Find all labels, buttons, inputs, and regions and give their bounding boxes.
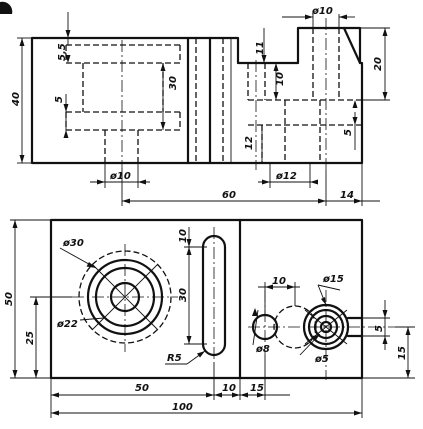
dim-d30: ø30 — [62, 238, 84, 249]
dim-5-left: 5 — [54, 96, 65, 103]
dim-12: 12 — [244, 136, 255, 150]
vertical-slot — [184, 227, 227, 362]
dim-v10-top: 10 — [178, 229, 189, 243]
top-view: 50 25 ø30 ø22 10 30 R5 — [4, 218, 415, 418]
dim-l50: 50 — [135, 383, 149, 394]
right-boss-hidden — [247, 18, 362, 170]
front-dimensions: ø10 40 20 5,5 5 — [11, 6, 390, 206]
dim-h25: 25 — [25, 331, 36, 345]
right-holes — [248, 290, 395, 380]
dim-l100: 100 — [172, 402, 193, 413]
dim-v30-front: 30 — [168, 76, 179, 90]
front-view: ø10 40 20 5,5 5 — [11, 6, 390, 206]
slot-hidden — [195, 38, 224, 163]
dim-11: 11 — [255, 41, 266, 55]
dim-d5: ø5 — [314, 354, 329, 365]
dim-d10-bottom: ø10 — [109, 171, 131, 182]
dim-l10-hole: 10 — [272, 276, 286, 287]
dim-d12: ø12 — [275, 171, 297, 182]
dim-5-right: 5 — [343, 129, 354, 136]
dim-l10: 10 — [222, 383, 236, 394]
dim-15-top-right: 15 — [397, 346, 408, 360]
dim-14: 14 — [340, 190, 354, 201]
dim-d15: ø15 — [322, 274, 344, 285]
dim-5-top-right: 5 — [374, 325, 385, 332]
view-marker — [0, 1, 13, 15]
dim-d8: ø8 — [255, 344, 270, 355]
dim-10-front: 10 — [275, 72, 286, 86]
dim-5-5: 5,5 — [57, 43, 68, 61]
dim-d10-top: ø10 — [311, 6, 333, 17]
top-dimensions: 50 25 ø30 ø22 10 30 R5 — [4, 219, 415, 418]
dim-v30-top: 30 — [178, 288, 189, 302]
dim-l15: 15 — [250, 383, 264, 394]
top-view-outline — [49, 218, 364, 380]
dim-60: 60 — [222, 190, 236, 201]
dim-d22: ø22 — [56, 319, 78, 330]
dim-h20: 20 — [373, 57, 384, 71]
dim-h50: 50 — [4, 292, 15, 306]
dim-r5: R5 — [167, 353, 182, 364]
left-bore-circles — [72, 244, 178, 352]
boss-chamfer — [342, 26, 362, 65]
dim-h40: 40 — [11, 92, 22, 107]
